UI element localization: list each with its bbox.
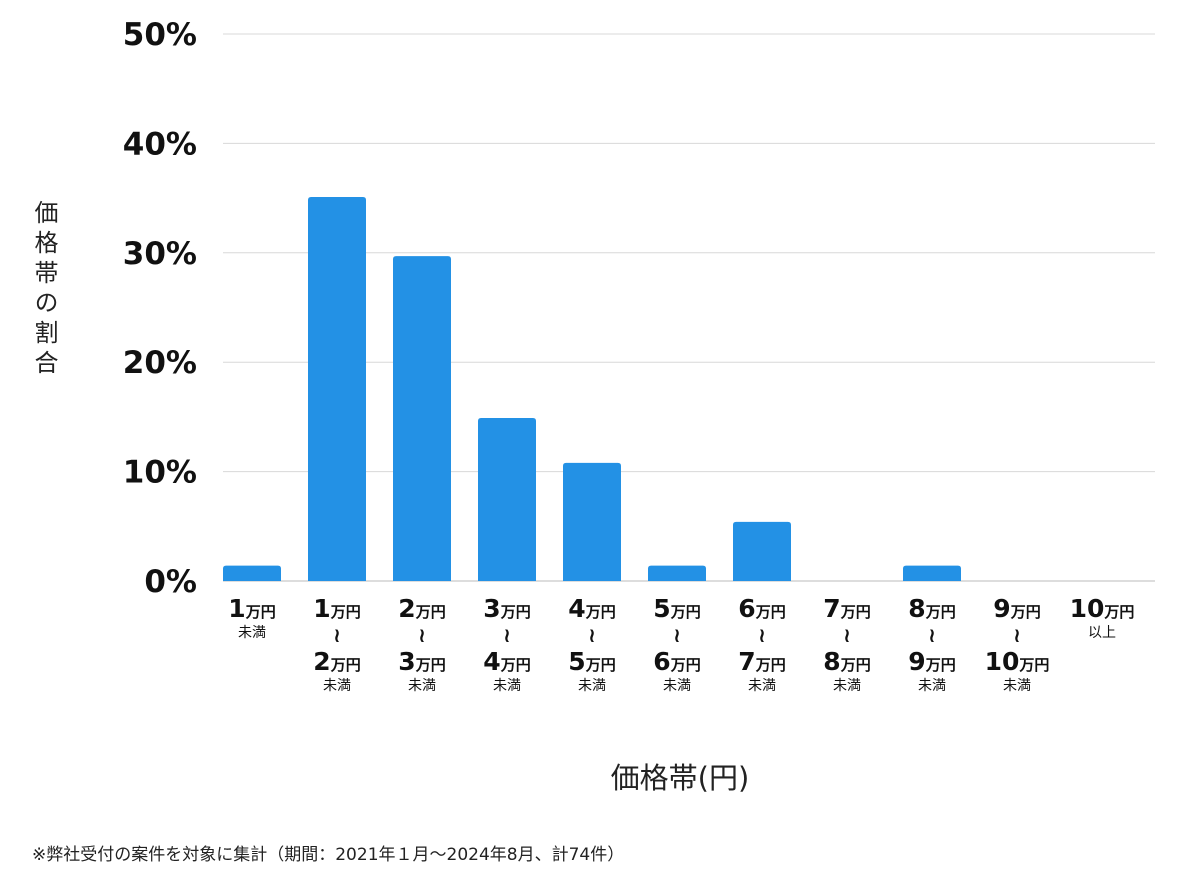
category-suffix: 未満 — [578, 678, 606, 694]
y-axis-title: 価格帯の割合 — [30, 200, 58, 380]
footnote: ※弊社受付の案件を対象に集計（期間：2021年１月〜2024年8月、計74件） — [32, 845, 625, 865]
category-label-from: 3万円 — [483, 594, 530, 623]
range-symbol: ≀ — [418, 623, 426, 647]
category-label-from: 4万円 — [568, 594, 615, 623]
y-tick-label: 30% — [123, 236, 197, 272]
category-label-to: 6万円 — [653, 647, 700, 676]
category-label-to: 5万円 — [568, 647, 615, 676]
category-label-to: 7万円 — [738, 647, 785, 676]
range-symbol: ≀ — [843, 623, 851, 647]
bar — [308, 197, 366, 582]
category-suffix: 未満 — [918, 678, 946, 694]
y-tick-label: 20% — [123, 345, 197, 381]
bar — [903, 565, 961, 581]
bar — [563, 462, 621, 581]
category-label-to: 3万円 — [398, 647, 445, 676]
bar — [393, 256, 451, 581]
category-suffix: 未満 — [493, 678, 521, 694]
category-label-to: 8万円 — [823, 647, 870, 676]
category-suffix: 未満 — [833, 678, 861, 694]
bar — [733, 521, 791, 581]
bar — [478, 417, 536, 581]
y-tick-label: 40% — [123, 126, 197, 162]
category-label-from: 1万円 — [228, 594, 275, 623]
category-suffix: 未満 — [238, 625, 266, 641]
range-symbol: ≀ — [928, 623, 936, 647]
category-label-from: 6万円 — [738, 594, 785, 623]
range-symbol: ≀ — [758, 623, 766, 647]
category-label-from: 10万円 — [1070, 594, 1135, 623]
bar — [648, 565, 706, 581]
category-suffix: 未満 — [1003, 678, 1031, 694]
category-label-from: 2万円 — [398, 594, 445, 623]
category-suffix: 未満 — [323, 678, 351, 694]
category-suffix: 以上 — [1088, 625, 1116, 641]
range-symbol: ≀ — [503, 623, 511, 647]
category-suffix: 未満 — [663, 678, 691, 694]
x-axis-title: 価格帯(円) — [610, 761, 750, 795]
category-suffix: 未満 — [748, 678, 776, 694]
category-label-to: 10万円 — [985, 647, 1050, 676]
category-label-from: 5万円 — [653, 594, 700, 623]
y-tick-label: 0% — [144, 564, 197, 600]
category-label-from: 7万円 — [823, 594, 870, 623]
range-symbol: ≀ — [333, 623, 341, 647]
category-label-to: 9万円 — [908, 647, 955, 676]
category-label-from: 8万円 — [908, 594, 955, 623]
category-label-to: 4万円 — [483, 647, 530, 676]
category-suffix: 未満 — [408, 678, 436, 694]
category-label-from: 1万円 — [313, 594, 360, 623]
y-tick-label: 50% — [123, 17, 197, 53]
y-tick-label: 10% — [123, 455, 197, 491]
bar — [223, 565, 281, 581]
range-symbol: ≀ — [1013, 623, 1021, 647]
range-symbol: ≀ — [673, 623, 681, 647]
category-label-to: 2万円 — [313, 647, 360, 676]
category-label-from: 9万円 — [993, 594, 1040, 623]
range-symbol: ≀ — [588, 623, 596, 647]
